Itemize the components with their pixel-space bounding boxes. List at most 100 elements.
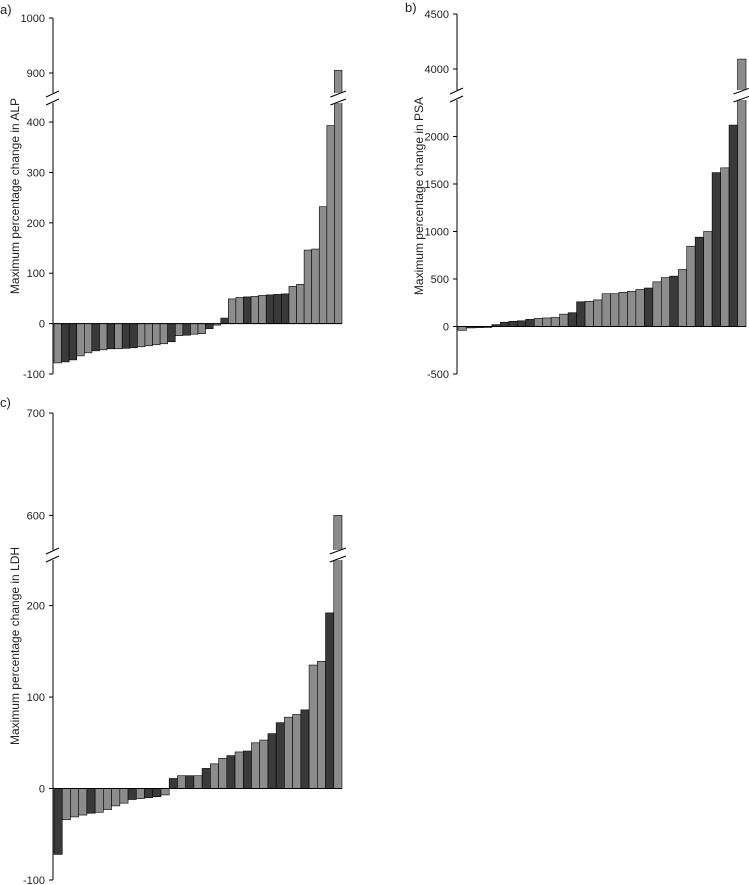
y-tick-label: 0: [39, 784, 45, 796]
y-axis-title: Maximum percentage change in LDH: [8, 547, 22, 745]
bar: [728, 124, 738, 327]
y-axis-title: Maximum percentage change in ALP: [8, 98, 22, 294]
bar: [660, 277, 671, 327]
bar: [258, 295, 267, 324]
bar: [242, 750, 252, 789]
y-tick-label: 4000: [425, 64, 449, 76]
chart-panel-b: b) Maximum percentage change in PSA -500 0 5…: [405, 0, 749, 381]
bar: [127, 788, 137, 800]
bar: [533, 318, 544, 327]
bar: [152, 788, 162, 798]
bar: [190, 323, 199, 335]
bar: [267, 733, 277, 789]
y-tick-label: 1500: [425, 179, 449, 191]
axis-break-gap: [45, 93, 59, 103]
bar-break-mark: [329, 547, 347, 555]
y-tick-label: 700: [27, 408, 45, 420]
bar: [669, 275, 679, 327]
bar: [265, 294, 275, 324]
bar: [160, 788, 170, 796]
bar: [559, 313, 569, 327]
y-tick-label: 100: [27, 268, 45, 280]
axis-break-gap: [449, 90, 463, 100]
y-tick-label: 500: [431, 274, 449, 286]
bar: [635, 289, 645, 327]
panel-label: b): [405, 0, 417, 15]
bar-break-mark: [329, 555, 347, 563]
bar: [567, 312, 577, 327]
bar-break-mark: [733, 95, 749, 103]
bar: [652, 281, 662, 327]
bar: [303, 249, 312, 324]
bar: [205, 323, 214, 329]
bar: [525, 319, 535, 327]
y-tick-label: 900: [27, 68, 45, 80]
bar: [99, 323, 108, 351]
bar: [601, 293, 611, 327]
bar: [78, 788, 88, 816]
bar: [68, 323, 78, 361]
bar: [550, 317, 560, 327]
bar: [275, 722, 285, 789]
bar: [185, 775, 195, 789]
bar: [281, 293, 290, 324]
bar: [457, 326, 467, 331]
bar: [226, 755, 236, 789]
bar: [720, 167, 730, 327]
y-tick-label: 400: [27, 117, 45, 129]
bar: [618, 291, 628, 327]
bar: [152, 323, 161, 346]
bar: [168, 778, 178, 789]
bar: [228, 298, 237, 324]
bar: [273, 294, 282, 324]
bar: [300, 709, 310, 789]
bar: [144, 788, 154, 798]
bar: [334, 69, 343, 324]
panel-label: a): [0, 2, 12, 17]
bar: [177, 775, 186, 789]
bar: [292, 714, 302, 789]
bar: [137, 323, 146, 348]
bar: [174, 323, 184, 337]
bar: [703, 231, 713, 327]
bar: [121, 323, 131, 349]
bar: [516, 320, 527, 327]
y-tick-label: 1000: [21, 13, 45, 25]
bar: [76, 323, 85, 357]
y-tick-label: 600: [27, 510, 45, 522]
bar: [296, 284, 305, 324]
y-tick-label: -100: [23, 875, 45, 885]
bar-break-mark: [733, 87, 749, 95]
bar: [259, 739, 269, 789]
y-tick-label: 300: [27, 167, 45, 179]
bar: [94, 788, 104, 813]
bar: [325, 612, 335, 789]
bar: [251, 742, 261, 789]
bar: [106, 323, 115, 350]
bar: [220, 317, 229, 324]
bar: [686, 245, 696, 327]
axis-break-mark: [45, 90, 60, 98]
bar: [111, 788, 121, 807]
bar: [129, 323, 138, 349]
bar: [711, 172, 721, 327]
bar: [167, 323, 176, 343]
bar: [53, 323, 62, 364]
bar-break-gap: [329, 550, 346, 560]
y-tick-label: 0: [443, 322, 449, 334]
bar: [288, 286, 297, 324]
bar: [610, 293, 620, 327]
bar: [284, 716, 293, 789]
bar: [627, 291, 637, 327]
y-tick-label: 4500: [425, 9, 449, 21]
bar: [91, 323, 100, 352]
bar: [318, 206, 328, 324]
bar: [218, 758, 228, 789]
bar: [144, 323, 153, 347]
y-tick-label: 200: [27, 218, 45, 230]
bar: [193, 775, 203, 789]
bar: [84, 323, 93, 354]
bar: [311, 248, 320, 324]
bar-break-gap: [330, 93, 346, 103]
